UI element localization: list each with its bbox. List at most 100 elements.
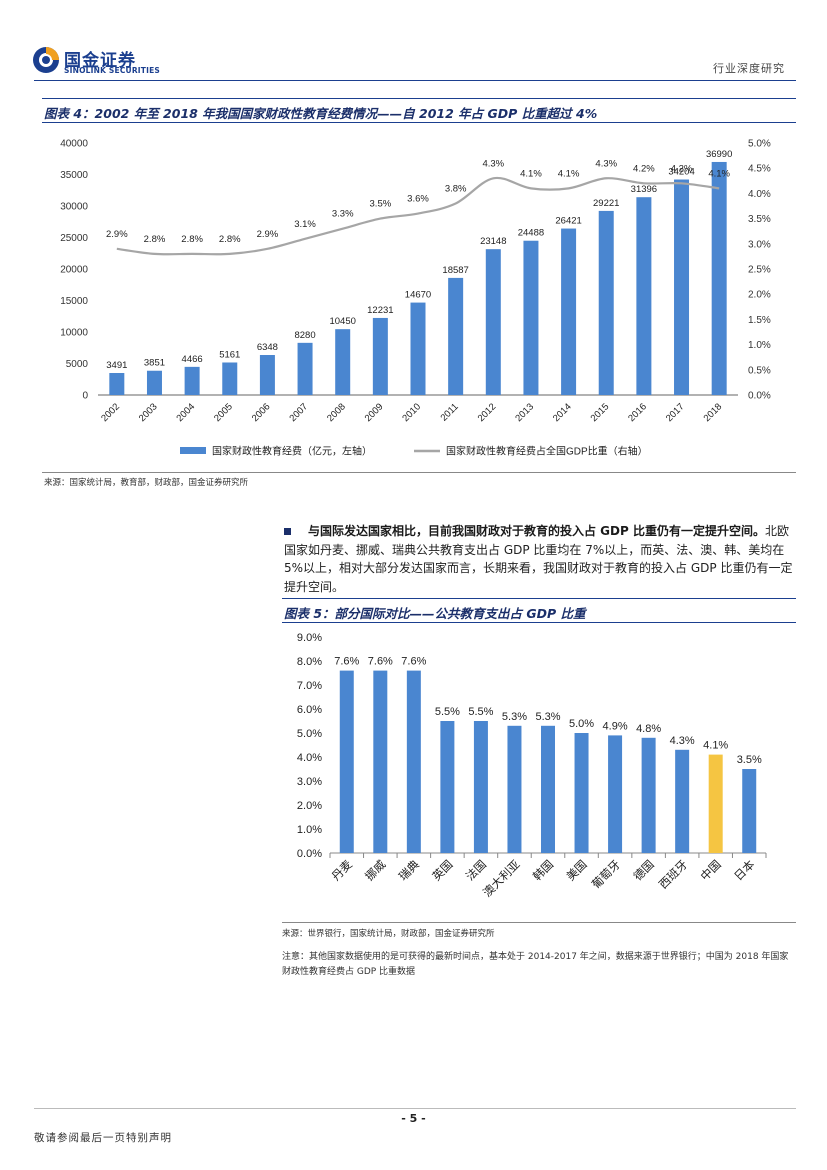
x-axis-year-label: 2002 (99, 401, 122, 424)
x-axis-year-label: 2013 (513, 401, 536, 424)
figure4-chart: 0 5000 10000 15000 20000 25000 30000 35000 40000… (60, 139, 771, 458)
bar-education-spending (410, 302, 426, 395)
x-axis-country-label: 英国 (429, 857, 455, 883)
x-axis-year-label: 2018 (702, 401, 725, 424)
bar-education-spending (561, 228, 577, 395)
bar-value-label: 3491 (106, 360, 127, 371)
x-axis-year-label: 2008 (325, 401, 348, 424)
paragraph-body: 北欧国家如丹麦、挪威、瑞典公共教育支出占 GDP 比重均在 7%以上，而英、法、… (284, 524, 793, 594)
right-axis-tick-label: 2.0% (748, 290, 771, 301)
bar-education-spending (222, 362, 238, 395)
bar-value-label: 26421 (555, 216, 581, 227)
line-value-label: 4.3% (595, 158, 617, 169)
bar-country (373, 670, 388, 853)
bar-value-label: 4.9% (603, 720, 628, 732)
bar-education-spending (636, 197, 652, 395)
left-axis-tick-label: 0 (82, 391, 88, 402)
figure5-title-rule (282, 622, 796, 623)
logo-chinese-name: 国金证券 (64, 51, 136, 71)
line-value-label: 3.5% (370, 199, 392, 210)
bar-value-label: 3851 (144, 358, 165, 369)
line-value-label: 3.1% (294, 219, 316, 230)
left-axis-tick-label: 25000 (60, 233, 88, 244)
line-value-label: 2.9% (257, 229, 279, 240)
figure5-note: 注意：其他国家数据使用的是可获得的最新时间点，基本处于 2014-2017 年之… (282, 952, 789, 977)
right-axis-tick-label: 1.0% (748, 340, 771, 351)
bar-country (742, 769, 757, 853)
line-value-label: 4.3% (482, 158, 504, 169)
right-axis-tick-label: 1.5% (748, 315, 771, 326)
right-axis-tick-label: 5.0% (748, 139, 771, 150)
figure5-bottom-rule (282, 922, 796, 923)
x-axis-country-label: 挪威 (362, 857, 389, 884)
bar-value-label: 5.3% (502, 711, 527, 723)
line-value-label: 4.1% (520, 168, 542, 179)
bar-education-spending (372, 317, 388, 395)
bar-education-spending (335, 329, 351, 395)
y-axis-tick-label: 1.0% (297, 824, 322, 836)
bar-value-label: 4.8% (636, 723, 661, 735)
right-axis-tick-label: 4.5% (748, 164, 771, 175)
bar-education-spending (146, 370, 162, 395)
line-value-label: 4.2% (671, 163, 693, 174)
figure5-title: 图表 5：部分国际对比——公共教育支出占 GDP 比重 (284, 606, 586, 621)
bar-value-label: 10450 (329, 316, 355, 327)
left-axis-tick-label: 15000 (60, 296, 88, 307)
bar-education-spending (711, 161, 727, 395)
x-axis-country-label: 葡萄牙 (590, 858, 624, 892)
figure4-bottom-rule (42, 472, 796, 473)
bar-value-label: 14670 (405, 290, 431, 301)
figure4-source: 来源：国家统计局，教育部，财政部，国金证券研究所 (44, 478, 249, 488)
page-number: - 5 - (401, 1112, 426, 1125)
x-axis-year-label: 2007 (287, 401, 310, 424)
bar-value-label: 5161 (219, 349, 240, 360)
bar-education-spending (184, 366, 200, 395)
footer-divider (34, 1108, 796, 1109)
x-axis-country-label: 西班牙 (657, 858, 691, 892)
x-axis-country-label: 瑞典 (396, 857, 423, 884)
figure4-title-rule (42, 122, 796, 123)
bar-value-label: 5.3% (535, 711, 560, 723)
bar-country (473, 721, 488, 853)
figure4-title: 图表 4：2002 年至 2018 年我国国家财政性教育经费情况——自 2012… (44, 106, 598, 121)
line-value-label: 3.3% (332, 209, 354, 220)
x-axis-year-label: 2016 (626, 401, 649, 424)
line-value-label: 4.2% (633, 163, 655, 174)
left-axis-tick-label: 30000 (60, 202, 88, 213)
right-axis-tick-label: 4.0% (748, 189, 771, 200)
figure5-top-rule (282, 598, 796, 599)
legend-label-line: 国家财政性教育经费占全国GDP比重（右轴） (446, 445, 648, 458)
bar-value-label: 18587 (442, 265, 468, 276)
x-axis-year-label: 2017 (664, 401, 687, 424)
right-axis-tick-label: 3.0% (748, 239, 771, 250)
right-axis-tick-label: 0.5% (748, 365, 771, 376)
y-axis-tick-label: 7.0% (297, 680, 322, 692)
figure5-source: 来源：世界银行，国家统计局，财政部，国金证券研究所 (282, 929, 495, 939)
bar-value-label: 4466 (182, 354, 203, 365)
x-axis-country-label: 日本 (731, 857, 758, 884)
bar-country (507, 725, 522, 853)
sinolink-logo-mark (33, 47, 59, 73)
x-axis-country-label: 澳大利亚 (480, 857, 522, 899)
bar-value-label: 31396 (631, 184, 657, 195)
paragraph: 与国际发达国家相比，目前我国财政对于教育的投入占 GDP 比重仍有一定提升空间。… (284, 522, 794, 596)
logo-english-name: SINOLINK SECURITIES (64, 66, 161, 75)
x-axis-year-label: 2003 (137, 401, 160, 424)
bar-value-label: 23148 (480, 236, 506, 247)
bar-country (440, 721, 455, 853)
bar-value-label: 7.6% (368, 656, 393, 668)
left-axis-tick-label: 5000 (66, 359, 89, 370)
y-axis-tick-label: 8.0% (297, 656, 322, 668)
x-axis-year-label: 2014 (551, 401, 574, 424)
bar-education-spending (523, 240, 539, 395)
bar-value-label: 5.5% (468, 706, 493, 718)
y-axis-tick-label: 2.0% (297, 800, 322, 812)
x-axis-year-label: 2009 (363, 401, 386, 424)
x-axis-country-label: 韩国 (530, 857, 556, 883)
figure5-chart: 0.0% 1.0% 2.0% 3.0% 4.0% 5.0% 6.0% 7.0% 8.0% 9.0%… (297, 632, 767, 900)
y-axis-tick-label: 4.0% (297, 752, 322, 764)
bar-education-spending (259, 355, 275, 395)
legend-swatch-bar (180, 447, 206, 454)
line-value-label: 4.1% (708, 168, 730, 179)
bar-value-label: 5.5% (435, 706, 460, 718)
